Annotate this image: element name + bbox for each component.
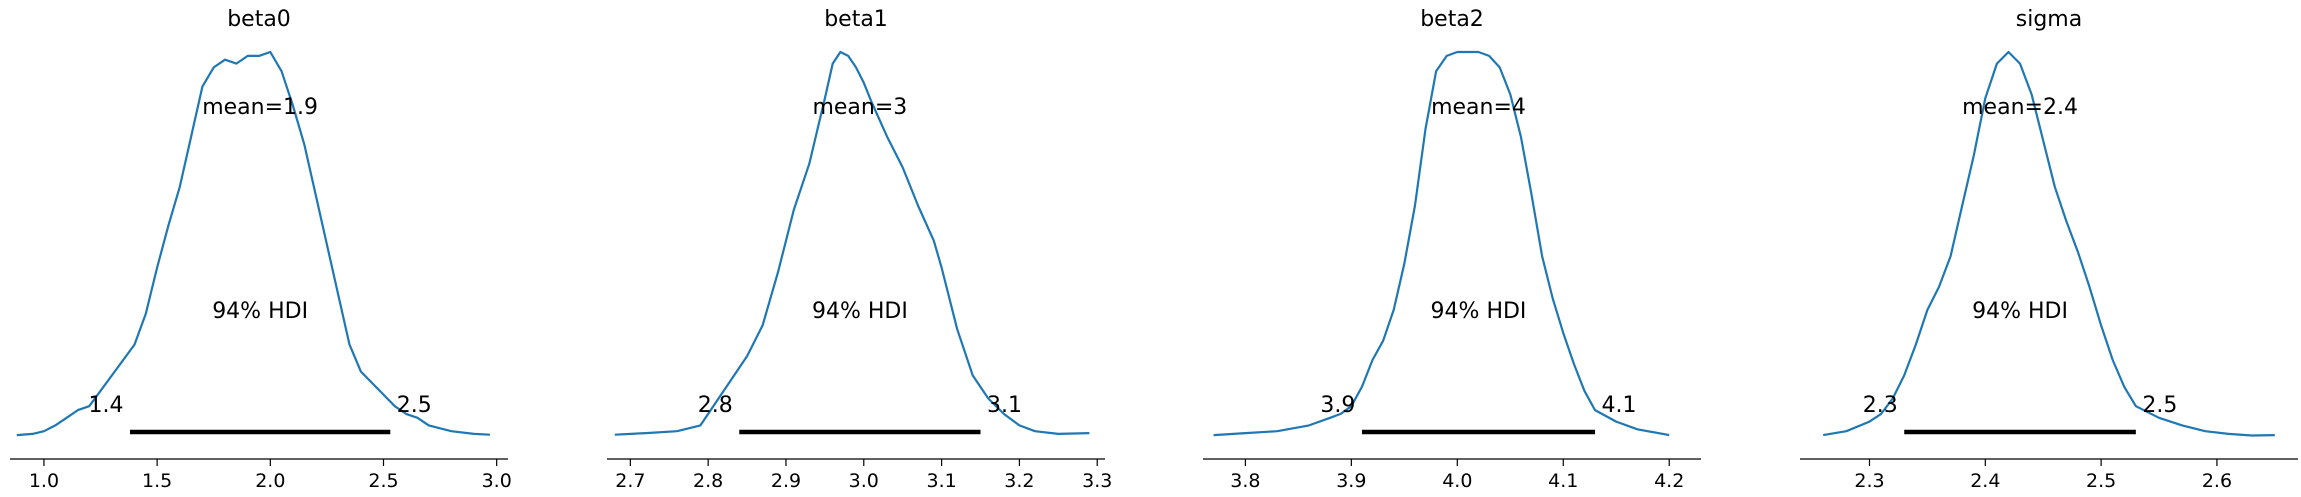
x-tick-label: 3.1 [926, 470, 956, 492]
hdi-low-label: 1.4 [88, 393, 123, 418]
hdi-high-label: 4.1 [1602, 393, 1637, 418]
kde-curve [614, 50, 1090, 436]
x-tick-label: 2.0 [255, 470, 285, 492]
kde-curve [1823, 50, 2275, 437]
hdi-high-label: 3.1 [987, 393, 1022, 418]
x-tick-label: 3.0 [482, 470, 512, 492]
hdi-low-label: 2.8 [698, 393, 733, 418]
hdi-low-label: 2.3 [1863, 393, 1898, 418]
kde-curve [1213, 50, 1670, 437]
x-tick-label: 2.3 [1854, 470, 1884, 492]
x-tick-label: 4.2 [1654, 470, 1684, 492]
panel-beta2: 3.8 3.9 4.0 4.1 4.2 beta2 mean=4 94% HDI 3.9 4.1 [1203, 7, 1701, 492]
x-tick-label: 2.5 [2086, 470, 2116, 492]
kde-curve [16, 50, 490, 437]
hdi-high-label: 2.5 [2142, 393, 2177, 418]
x-tick-label: 2.9 [771, 470, 801, 492]
hdi-low-label: 3.9 [1320, 393, 1355, 418]
panel-title: beta0 [227, 7, 291, 32]
x-tick-label: 3.9 [1336, 470, 1366, 492]
hdi-label: 94% HDI [812, 299, 908, 324]
x-tick-label: 3.0 [849, 470, 879, 492]
hdi-label: 94% HDI [1431, 299, 1527, 324]
mean-label: mean=4 [1431, 95, 1526, 120]
panel-title: sigma [2016, 7, 2082, 32]
x-tick-label: 1.5 [142, 470, 172, 492]
x-tick-label: 3.2 [1004, 470, 1034, 492]
x-tick-label: 2.7 [615, 470, 645, 492]
mean-label: mean=2.4 [1962, 95, 2078, 120]
panel-title: beta2 [1420, 7, 1484, 32]
panel-title: beta1 [824, 7, 888, 32]
hdi-label: 94% HDI [1972, 299, 2068, 324]
hdi-label: 94% HDI [212, 299, 308, 324]
x-tick-label: 3.8 [1230, 470, 1260, 492]
hdi-high-label: 2.5 [397, 393, 432, 418]
x-tick-label: 4.1 [1548, 470, 1578, 492]
panel-sigma: 2.3 2.4 2.5 2.6 sigma mean=2.4 94% HDI 2.3 2.5 [1800, 7, 2298, 492]
panel-beta1: 2.7 2.8 2.9 3.0 3.1 3.2 3.3 beta1 mean=3 94% HDI 2… [607, 7, 1112, 492]
x-tick-label: 2.8 [693, 470, 723, 492]
x-tick-label: 1.0 [29, 470, 59, 492]
x-tick-label: 2.5 [368, 470, 398, 492]
panel-beta0: 1.0 1.5 2.0 2.5 3.0 beta0 mean=1.9 94% HDI 1.4 2.… [10, 7, 512, 492]
x-tick-label: 2.6 [2202, 470, 2232, 492]
x-tick-label: 4.0 [1442, 470, 1472, 492]
x-tick-label: 2.4 [1970, 470, 2000, 492]
mean-label: mean=3 [812, 95, 907, 120]
x-tick-label: 3.3 [1082, 470, 1112, 492]
mean-label: mean=1.9 [202, 95, 318, 120]
